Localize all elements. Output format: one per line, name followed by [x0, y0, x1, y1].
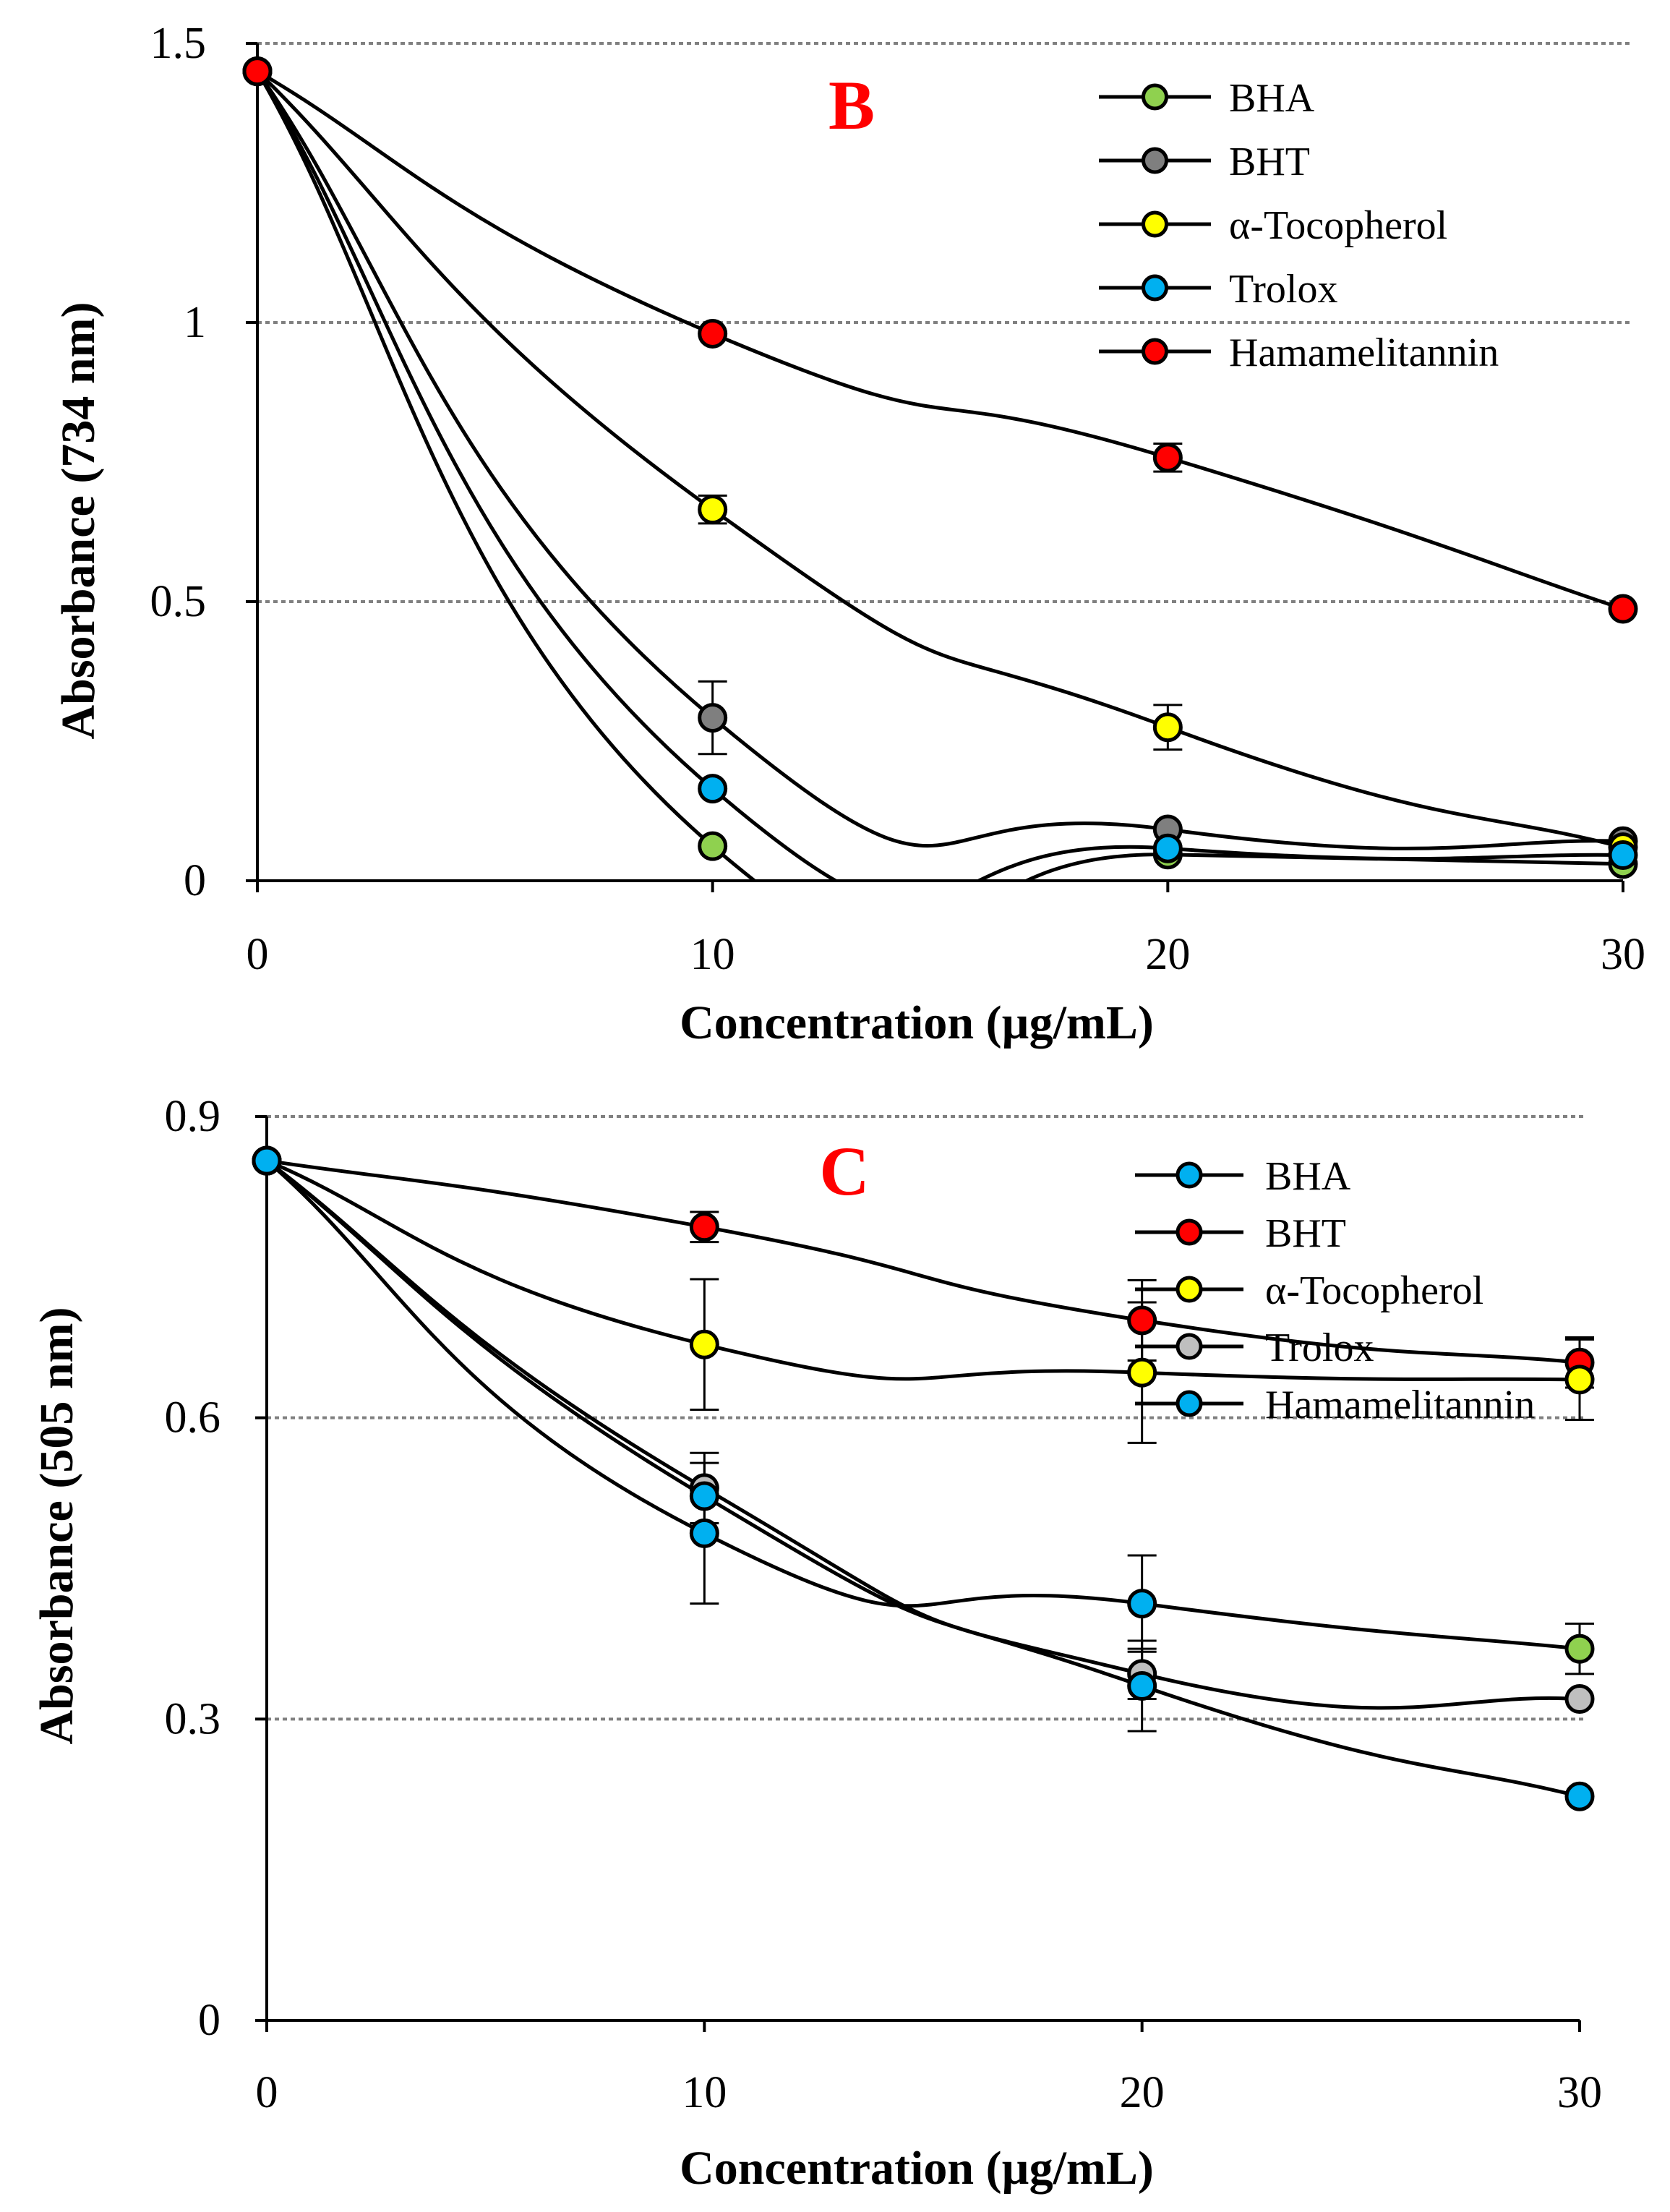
chart-b-markers — [242, 56, 1638, 879]
chart-b-line-alpha-tocopherol — [256, 69, 1624, 850]
chart-b-line-hamamelitannin — [256, 69, 1624, 611]
chart-c-legend-item-alpha-tocopherol: α-Tocopherol — [1135, 1268, 1483, 1313]
chart-b-x-tick-label: 30 — [1601, 930, 1645, 979]
chart-b-legend-item-hamamelitannin: Hamamelitannin — [1099, 330, 1499, 375]
chart-c-point-bht — [689, 1212, 719, 1242]
chart-b-legend-marker — [1142, 210, 1168, 238]
chart-c-gridlines — [267, 1115, 1587, 1721]
chart-c-point-trolox — [1564, 1684, 1595, 1714]
chart-b-y-axis-title: Absorbance (734 nm) — [52, 302, 105, 740]
chart-c-legend-label: BHA — [1265, 1154, 1351, 1199]
chart-c-point-hamamelitannin — [1127, 1671, 1157, 1701]
chart-c-x-tick-label: 30 — [1557, 2068, 1602, 2117]
chart-c-point-alpha-tocopherol — [1564, 1365, 1595, 1395]
chart-b-point-bha — [698, 831, 728, 861]
chart-c-legend-item-bha: BHA — [1135, 1154, 1351, 1199]
chart-c-legend-label: BHT — [1265, 1211, 1346, 1256]
chart-b-legend-marker — [1142, 147, 1168, 174]
chart-b-legend-item-bha: BHA — [1099, 76, 1315, 121]
chart-b-legend-item-bht: BHT — [1099, 140, 1310, 184]
chart-b-point-hamamelitannin — [1152, 443, 1183, 473]
chart-b-point-trolox — [1608, 840, 1638, 870]
chart-b-point-hamamelitannin — [1608, 594, 1638, 624]
chart-b-point-trolox — [1152, 833, 1183, 863]
chart-c-point-alpha-tocopherol — [689, 1329, 719, 1359]
chart-b-y-tick-label: 0 — [184, 856, 206, 905]
chart-b-series-lines — [255, 69, 1624, 881]
chart-c-markers — [252, 1145, 1595, 1811]
chart-c-y-tick-label: 0 — [198, 1996, 220, 2045]
chart-c-legend-label: Hamamelitannin — [1265, 1383, 1535, 1427]
chart-b-legend-label: Trolox — [1229, 267, 1337, 312]
chart-c-line-alpha-tocopherol — [266, 1158, 1580, 1382]
chart-b-line-trolox — [255, 70, 1624, 881]
chart-c-legend-marker — [1176, 1390, 1203, 1417]
chart-c-legend-item-trolox: Trolox — [1135, 1325, 1374, 1370]
chart-b-point-bht — [698, 703, 728, 733]
chart-c-legend-marker — [1176, 1333, 1203, 1360]
chart-c-legend-marker — [1176, 1161, 1203, 1189]
chart-b-legend-marker — [1142, 83, 1168, 111]
chart-c-x-axis-title: Concentration (µg/mL) — [680, 2142, 1154, 2195]
chart-c-point-bht — [1127, 1305, 1157, 1336]
chart-c-x-tick-label: 10 — [682, 2068, 727, 2117]
chart-c-point-bha — [1564, 1634, 1595, 1664]
chart-b-y-tick-label: 0.5 — [150, 577, 207, 626]
chart-b-legend: BHA BHT α-Tocopherol Trolox Hamamelitannin — [1099, 76, 1499, 375]
chart-c-y-axis-title: Absorbance (505 nm) — [30, 1307, 83, 1745]
chart-b-legend-label: BHA — [1229, 76, 1315, 121]
chart-c-y-tick-label: 0.3 — [165, 1694, 221, 1743]
chart-b-x-tick-label: 20 — [1145, 930, 1190, 979]
chart-c-legend-item-bht: BHT — [1135, 1211, 1346, 1256]
chart-b-point-hamamelitannin — [698, 318, 728, 349]
chart-c-ticks: 0 0.3 0.6 0.9 0 10 20 30 — [165, 1092, 1603, 2117]
chart-b-x-axis-title: Concentration (µg/mL) — [680, 996, 1154, 1049]
chart-c-point-hamamelitannin — [689, 1481, 719, 1511]
chart-c-x-tick-label: 0 — [256, 2068, 278, 2117]
chart-c-point-hamamelitannin — [1564, 1781, 1595, 1811]
chart-c-legend-label: α-Tocopherol — [1265, 1268, 1483, 1313]
chart-b: 0 0.5 1 1.5 0 10 20 30 B BHA BHT α-Tocopherol Trol… — [52, 19, 1645, 1049]
chart-c-legend-label: Trolox — [1265, 1325, 1374, 1370]
chart-b-line-bht — [255, 70, 1624, 850]
chart-c-series-lines — [265, 1158, 1580, 1798]
chart-b-x-tick-label: 0 — [247, 930, 269, 979]
chart-c-point-bha — [1127, 1589, 1157, 1619]
chart-b-point-alpha-tocopherol — [698, 495, 728, 525]
chart-b-legend-label: BHT — [1229, 140, 1310, 184]
chart-b-legend-item-alpha-tocopherol: α-Tocopherol — [1099, 203, 1447, 248]
chart-b-ticks: 0 0.5 1 1.5 0 10 20 30 — [150, 19, 1646, 979]
chart-b-point-hamamelitannin — [242, 56, 273, 87]
chart-b-gridlines — [257, 42, 1630, 603]
chart-c-point-alpha-tocopherol — [1127, 1357, 1157, 1388]
chart-c-x-tick-label: 20 — [1120, 2068, 1165, 2117]
chart-c: 0 0.3 0.6 0.9 0 10 20 30 C BHA BHT α-Tocopherol Tr… — [30, 1092, 1602, 2195]
chart-c-legend-item-hamamelitannin: Hamamelitannin — [1135, 1383, 1535, 1427]
chart-c-y-tick-label: 0.9 — [165, 1092, 221, 1141]
chart-c-line-bht — [266, 1158, 1580, 1365]
chart-c-legend-marker — [1176, 1218, 1203, 1246]
chart-b-legend-marker — [1142, 338, 1168, 365]
chart-b-point-alpha-tocopherol — [1152, 712, 1183, 743]
chart-c-line-hamamelitannin — [265, 1159, 1580, 1798]
chart-b-legend-label: α-Tocopherol — [1229, 203, 1447, 248]
chart-c-point-hamamelitannin — [252, 1145, 282, 1176]
chart-c-y-tick-label: 0.6 — [165, 1393, 221, 1443]
chart-b-panel-label: B — [828, 67, 875, 144]
chart-c-point-bha — [689, 1518, 719, 1548]
chart-b-y-tick-label: 1 — [184, 298, 206, 347]
chart-b-legend-label: Hamamelitannin — [1229, 330, 1499, 375]
chart-b-legend-marker — [1142, 274, 1168, 302]
chart-c-legend: BHA BHT α-Tocopherol Trolox Hamamelitannin — [1135, 1154, 1535, 1427]
chart-b-y-tick-label: 1.5 — [150, 19, 207, 68]
chart-b-x-tick-label: 10 — [690, 930, 735, 979]
chart-b-point-trolox — [698, 774, 728, 804]
chart-c-legend-marker — [1176, 1276, 1203, 1303]
chart-b-legend-item-trolox: Trolox — [1099, 267, 1337, 312]
chart-c-panel-label: C — [819, 1132, 869, 1210]
